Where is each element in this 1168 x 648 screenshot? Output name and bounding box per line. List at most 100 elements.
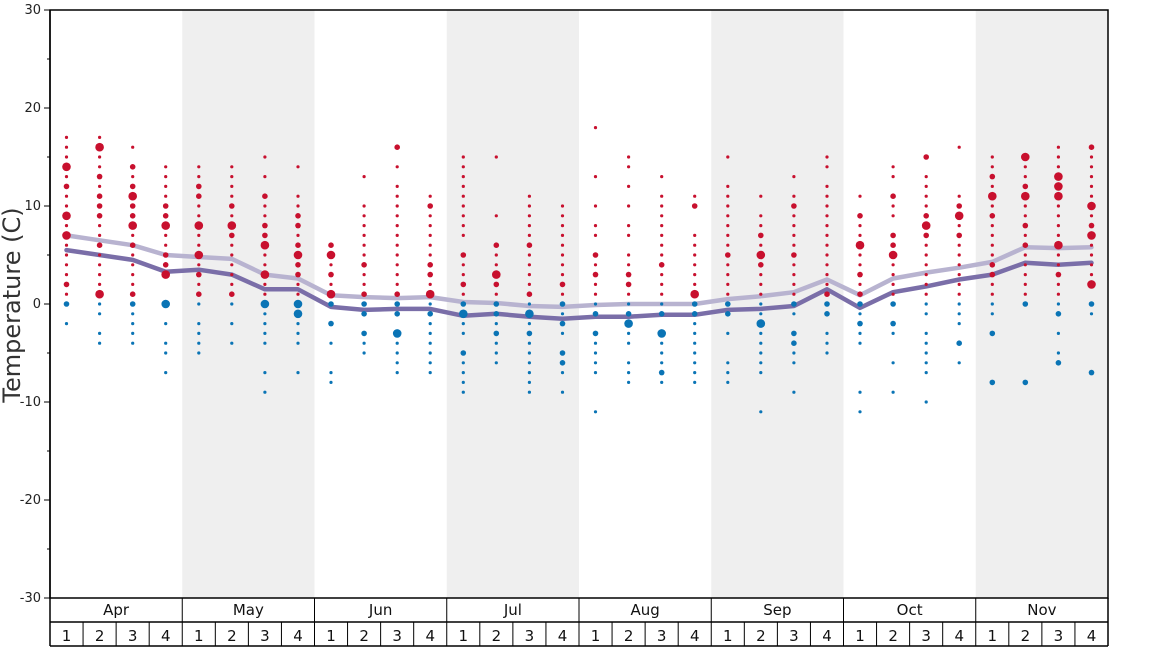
- cold-dot: [858, 390, 862, 394]
- cold-dot: [990, 312, 994, 316]
- warm-dot: [164, 175, 168, 179]
- warm-dot: [460, 281, 467, 288]
- month-label-apr: Apr: [103, 601, 130, 619]
- cold-dot: [361, 330, 367, 337]
- cold-dot: [428, 302, 432, 306]
- cold-dot: [658, 311, 665, 317]
- warm-dot: [660, 253, 664, 257]
- cold-dot: [792, 361, 796, 365]
- cold-dot: [98, 331, 102, 335]
- warm-dot: [64, 155, 69, 159]
- warm-dot: [1089, 194, 1094, 198]
- y-tick-label: -10: [20, 395, 41, 410]
- warm-dot: [758, 262, 764, 268]
- cold-dot: [593, 302, 598, 306]
- week-label: 2: [1021, 627, 1031, 645]
- warm-dot: [427, 262, 434, 268]
- warm-dot: [96, 173, 103, 180]
- warm-dot: [196, 183, 202, 190]
- warm-dot: [726, 273, 730, 277]
- warm-dot: [229, 232, 235, 239]
- warm-dot: [362, 273, 366, 277]
- warm-dot: [395, 282, 399, 286]
- week-label: 2: [95, 627, 105, 645]
- warm-dot: [593, 126, 598, 130]
- warm-dot: [263, 155, 267, 159]
- cold-dot: [924, 361, 928, 365]
- warm-dot: [395, 194, 399, 198]
- warm-dot: [293, 250, 303, 260]
- cold-dot: [858, 331, 862, 335]
- cold-dot: [660, 341, 664, 345]
- cold-dot: [560, 312, 565, 316]
- warm-dot: [825, 204, 829, 208]
- warm-dot: [295, 262, 301, 268]
- warm-dot: [461, 175, 465, 179]
- warm-dot: [990, 253, 994, 257]
- warm-dot: [461, 233, 465, 237]
- warm-dot: [295, 222, 301, 229]
- warm-dot: [395, 184, 399, 188]
- series-lines: [64, 233, 1094, 321]
- warm-dot: [691, 203, 698, 209]
- warm-dot: [98, 233, 102, 237]
- warm-dot: [493, 281, 500, 288]
- week-label: 3: [128, 627, 138, 645]
- cold-dot: [825, 351, 829, 355]
- warm-dot: [129, 291, 136, 298]
- warm-dot: [627, 224, 631, 228]
- warm-dot: [131, 253, 135, 257]
- cold-dot: [527, 390, 532, 394]
- y-axis-title: Temperature (C): [0, 207, 26, 403]
- warm-dot: [957, 273, 961, 277]
- warm-dot: [131, 175, 135, 179]
- warm-dot: [98, 224, 102, 228]
- month-label-jul: Jul: [503, 601, 522, 619]
- cold-dot: [858, 410, 862, 414]
- warm-dot: [825, 273, 829, 277]
- warm-dot: [625, 271, 632, 278]
- warm-dot: [230, 282, 234, 286]
- warm-dot: [263, 175, 267, 179]
- cold-dot: [461, 380, 465, 384]
- warm-dot: [924, 273, 928, 277]
- cold-dot: [759, 371, 763, 375]
- warm-dot: [825, 243, 829, 247]
- warm-dot: [64, 224, 69, 228]
- cold-dot: [560, 371, 565, 375]
- warm-dot: [759, 194, 763, 198]
- cold-dot: [230, 341, 234, 345]
- y-tick-label: 20: [24, 101, 41, 116]
- warm-dot: [759, 282, 763, 286]
- warm-dot: [990, 282, 994, 286]
- warm-dot: [660, 292, 664, 296]
- cold-dot: [296, 371, 300, 375]
- warm-dot: [792, 194, 796, 198]
- warm-dot: [194, 221, 204, 230]
- warm-dot: [1021, 152, 1030, 162]
- warm-dot: [627, 263, 631, 267]
- y-tick-label: 0: [33, 297, 41, 312]
- warm-dot: [230, 165, 234, 169]
- cold-dot: [759, 331, 763, 335]
- cold-dot: [559, 320, 566, 327]
- warm-dot: [129, 203, 136, 209]
- week-label: 3: [260, 627, 270, 645]
- cold-dot: [989, 330, 996, 337]
- cold-dot: [957, 322, 961, 326]
- cold-dot: [428, 371, 432, 375]
- warm-dot: [891, 292, 895, 296]
- cold-dot: [924, 351, 928, 355]
- cold-dot: [428, 361, 432, 365]
- warm-dot: [527, 204, 532, 208]
- warm-dot: [792, 263, 796, 267]
- warm-dot: [64, 253, 69, 257]
- warm-dot: [858, 263, 862, 267]
- warm-dot: [658, 262, 665, 268]
- cold-dot: [593, 351, 598, 355]
- cold-dot: [64, 322, 69, 326]
- cold-dot: [924, 302, 928, 306]
- cold-dot: [792, 390, 796, 394]
- warm-dot: [825, 194, 829, 198]
- warm-dot: [726, 184, 730, 188]
